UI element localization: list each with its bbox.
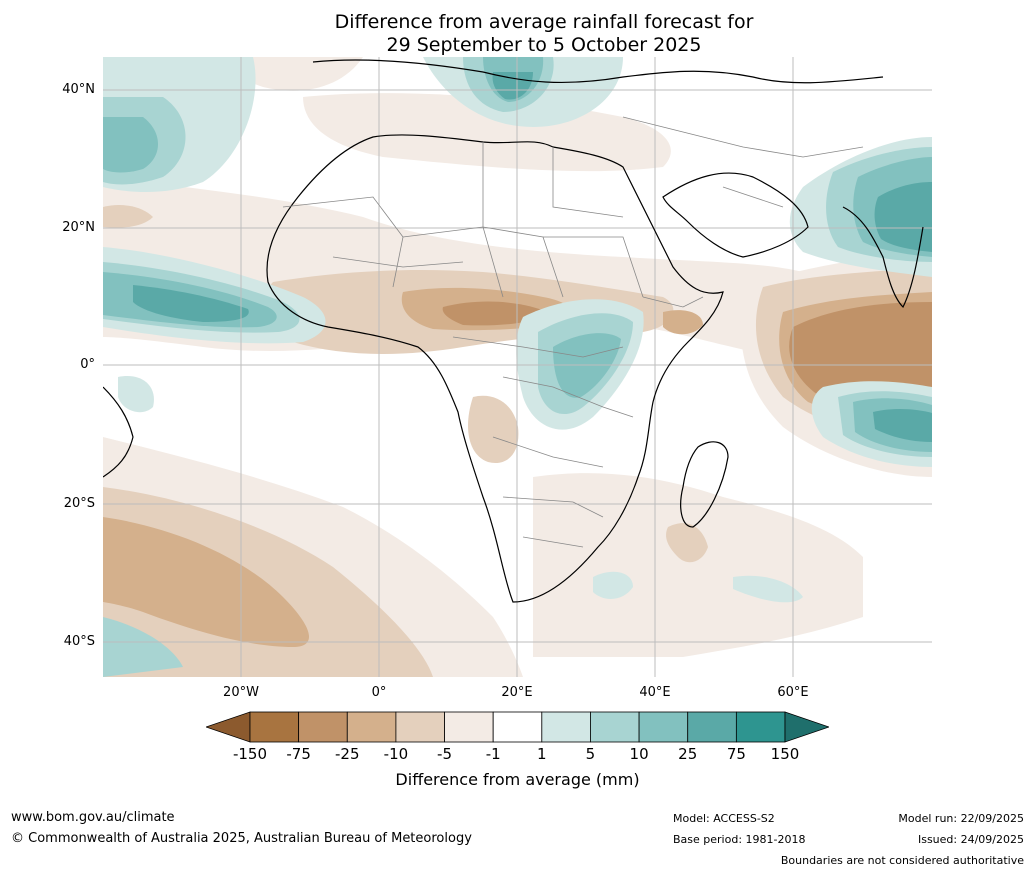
south-america-coastline — [103, 386, 134, 478]
lon-label-20w: 20°W — [223, 685, 259, 700]
colorbar-tick-label: 5 — [585, 745, 596, 763]
lat-label-20n: 20°N — [62, 220, 95, 235]
lon-label-40e: 40°E — [639, 685, 671, 700]
colorbar-tick-label: -25 — [335, 745, 360, 763]
colorbar-segment — [735, 711, 786, 743]
footer-url[interactable]: www.bom.gov.au/climate — [11, 810, 175, 825]
country-borders — [282, 116, 864, 548]
colorbar-tick-label: -75 — [286, 745, 311, 763]
footer-base-period: Base period: 1981-2018 — [673, 833, 806, 846]
colorbar-segment — [298, 711, 348, 743]
colorbar-segment — [541, 711, 591, 743]
colorbar-segment — [687, 711, 737, 743]
footer-model-run: Model run: 22/09/2025 — [898, 812, 1024, 825]
colorbar-segment — [638, 711, 689, 743]
wet-regions-stronger — [133, 72, 932, 442]
coastlines — [103, 59, 924, 603]
footer-copyright: © Commonwealth of Australia 2025, Austra… — [11, 831, 472, 846]
colorbar-segment — [346, 711, 397, 743]
lat-label-40n: 40°N — [62, 82, 95, 97]
arabia-coastline — [662, 172, 809, 258]
madagascar-coastline — [680, 441, 729, 528]
colorbar-tick-label: -10 — [383, 745, 409, 763]
map-canvas — [103, 57, 932, 677]
europe-coastline — [312, 59, 884, 84]
lon-label-0: 0° — [371, 685, 387, 700]
colorbar-tick-label: -150 — [232, 745, 268, 763]
colorbar-tick-label: -5 — [437, 745, 453, 763]
colorbar-tick-label: 25 — [678, 745, 698, 763]
lon-label-60e: 60°E — [777, 685, 809, 700]
colorbar-tick-label: 10 — [629, 745, 649, 763]
footer-issued: Issued: 24/09/2025 — [917, 833, 1024, 846]
rainfall-map — [103, 57, 932, 677]
lon-label-20e: 20°E — [501, 685, 533, 700]
colorbar-segment — [492, 711, 543, 743]
colorbar-label: Difference from average (mm) — [395, 770, 640, 789]
lat-label-20s: 20°S — [63, 496, 95, 511]
india-coastline — [842, 206, 924, 309]
colorbar-tick-label: 150 — [770, 745, 800, 763]
graticule — [103, 57, 932, 677]
africa-coastline — [266, 134, 724, 603]
colorbar-tick-label: 1 — [537, 745, 547, 763]
colorbar — [206, 711, 829, 743]
lat-label-equator: 0° — [80, 357, 95, 372]
title-line-1: Difference from average rainfall forecas… — [334, 11, 754, 33]
footer-disclaimer: Boundaries are not considered authoritat… — [780, 854, 1024, 867]
colorbar-segment — [444, 711, 494, 743]
colorbar-low-extension — [206, 711, 251, 743]
colorbar-high-extension — [784, 711, 829, 743]
colorbar-tick-label: 75 — [726, 745, 746, 763]
colorbar-segment — [249, 711, 300, 743]
colorbar-segments — [249, 711, 786, 743]
footer-model: Model: ACCESS-S2 — [673, 812, 775, 825]
lat-label-40s: 40°S — [63, 634, 95, 649]
colorbar-segment — [590, 711, 640, 743]
title-line-2: 29 September to 5 October 2025 — [386, 34, 702, 56]
colorbar-tick-label: -1 — [485, 745, 501, 763]
colorbar-segment — [395, 711, 445, 743]
